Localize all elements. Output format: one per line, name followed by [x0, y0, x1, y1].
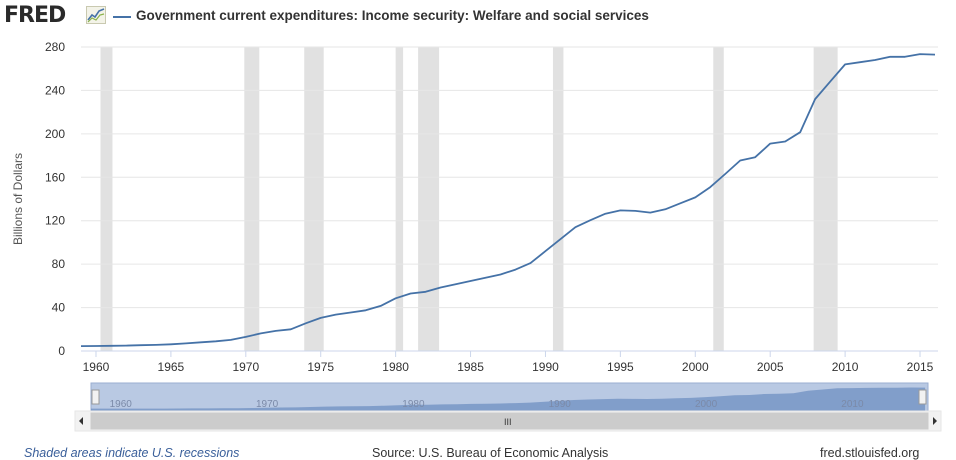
x-tick-label: 2005 — [757, 360, 784, 374]
y-axis-label: Billions of Dollars — [11, 153, 25, 245]
scrollbar-left-arrow-icon — [79, 417, 83, 425]
x-tick-label: 2010 — [832, 360, 859, 374]
y-tick-label: 120 — [45, 214, 65, 228]
y-tick-label: 200 — [45, 127, 65, 141]
recession-band — [418, 47, 440, 351]
source-text: Source: U.S. Bureau of Economic Analysis — [372, 446, 609, 460]
y-tick-label: 160 — [45, 170, 65, 184]
navigator-handle[interactable] — [91, 389, 100, 405]
recession-band — [552, 47, 564, 351]
x-tick-label: 1975 — [307, 360, 334, 374]
recession-note[interactable]: Shaded areas indicate U.S. recessions — [24, 446, 240, 460]
scrollbar-right-arrow-icon — [933, 417, 937, 425]
navigator-tick-label: 1960 — [110, 399, 133, 410]
navigator-tick-label: 1970 — [256, 399, 279, 410]
chart-header: FRED Government current expenditures: In… — [0, 0, 956, 34]
recession-band — [244, 47, 260, 351]
navigator-series-area — [91, 387, 926, 411]
x-tick-label: 2000 — [682, 360, 709, 374]
recession-band — [100, 47, 113, 351]
recession-band — [713, 47, 724, 351]
navigator-tick-label: 2010 — [841, 399, 864, 410]
y-tick-label: 280 — [45, 40, 65, 54]
recession-band — [813, 47, 838, 351]
y-tick-label: 240 — [45, 83, 65, 97]
series-title: Government current expenditures: Income … — [136, 8, 649, 23]
x-tick-label: 1985 — [457, 360, 484, 374]
x-tick-label: 1965 — [158, 360, 185, 374]
navigator-handle[interactable] — [918, 389, 927, 405]
legend-swatch — [113, 16, 131, 18]
navigator-tick-label: 1980 — [402, 399, 425, 410]
x-tick-label: 1995 — [607, 360, 634, 374]
navigator-tick-label: 2000 — [695, 399, 718, 410]
navigator-tick-label: 1990 — [549, 399, 572, 410]
recession-band — [304, 47, 324, 351]
scrollbar-grip[interactable]: III — [504, 417, 512, 427]
y-tick-label: 0 — [58, 344, 65, 358]
x-tick-label: 1990 — [532, 360, 559, 374]
x-tick-label: 1970 — [232, 360, 259, 374]
x-tick-label: 2015 — [907, 360, 934, 374]
fred-logo-icon[interactable] — [86, 6, 106, 24]
line-chart: 0 40 80 120 160 200 240 280 1960 1965 1970 1975 1980… — [11, 40, 942, 432]
x-tick-label: 1980 — [382, 360, 409, 374]
y-tick-label: 40 — [52, 301, 66, 315]
y-tick-label: 80 — [52, 257, 66, 271]
x-tick-label: 1960 — [83, 360, 110, 374]
recession-band — [395, 47, 404, 351]
site-link[interactable]: fred.stlouisfed.org — [820, 446, 920, 460]
fred-logo[interactable]: FRED — [4, 3, 66, 28]
series-line — [80, 53, 936, 347]
scrollbar-thumb[interactable] — [90, 412, 929, 430]
